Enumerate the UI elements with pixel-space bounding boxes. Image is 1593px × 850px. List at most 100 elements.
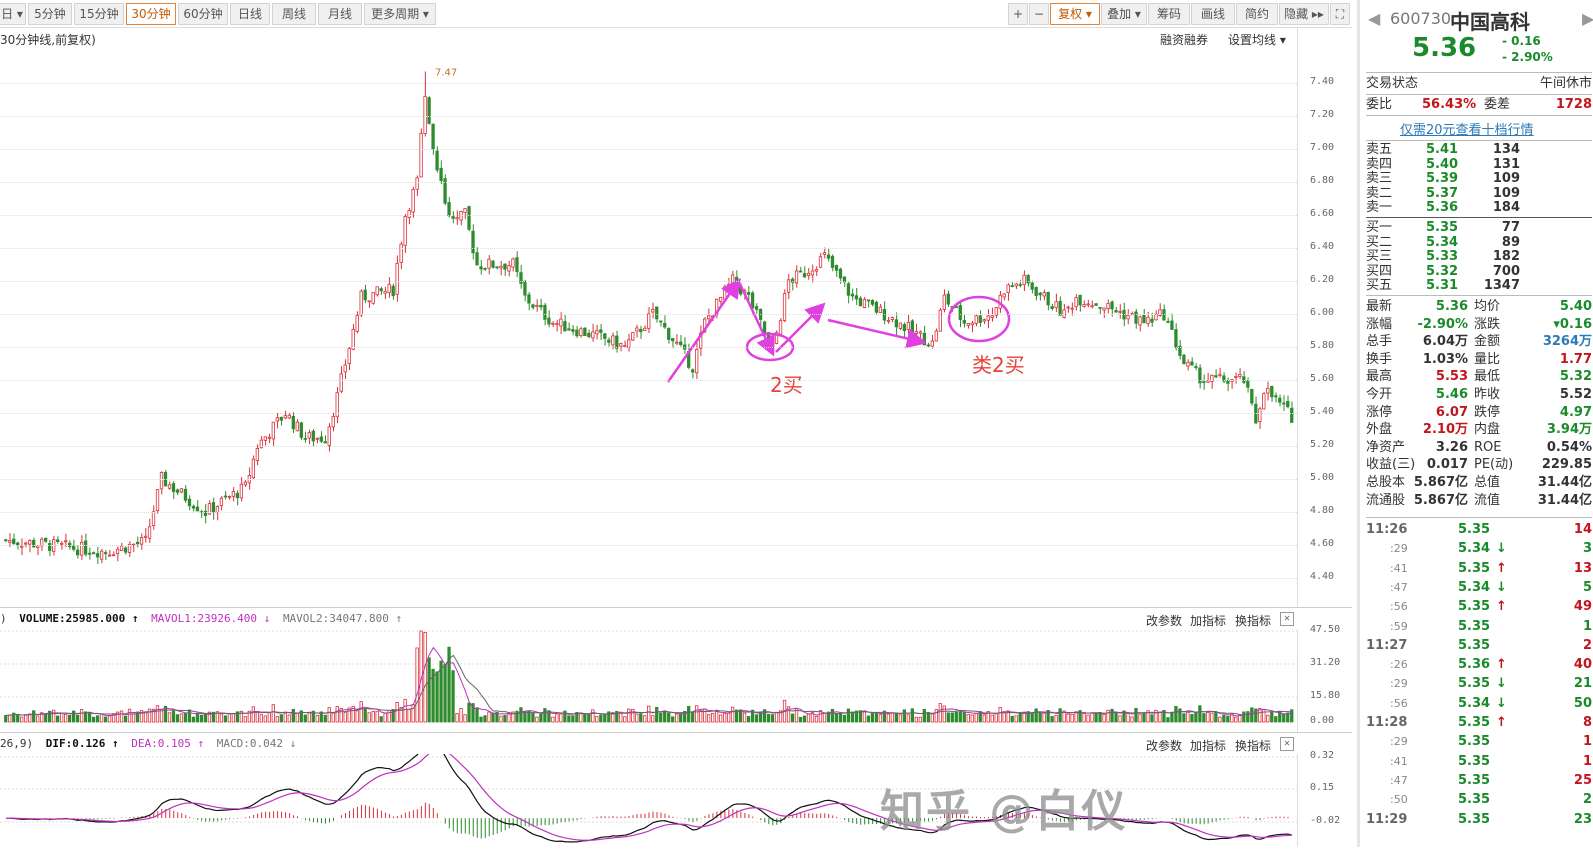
volume-bar — [219, 713, 224, 723]
period-tab-3[interactable]: 30分钟 — [126, 3, 176, 25]
volume-bar — [914, 716, 918, 723]
add-indicator-button[interactable]: 加指标 — [1190, 614, 1227, 628]
upgrade-level2-link[interactable]: 仅需20元查看十档行情 — [1400, 123, 1534, 138]
volume-bar — [423, 632, 427, 723]
tick-direction-icon: ↑ — [1496, 657, 1507, 673]
period-tab-1[interactable]: 5分钟 — [28, 3, 72, 25]
toolbar-button-8[interactable]: ⛶ — [1330, 3, 1350, 25]
toolbar-button-7[interactable]: 隐藏 ▸▸ — [1279, 3, 1329, 25]
volume-bar — [563, 710, 567, 723]
prev-stock-arrow-icon[interactable]: ◀ — [1368, 9, 1381, 28]
bid-volume: 1347 — [1483, 278, 1520, 294]
candle-body — [343, 364, 347, 373]
volume-bar — [1246, 711, 1250, 723]
margin-trading-button[interactable]: 融资融券 — [1160, 33, 1209, 47]
period-tab-2[interactable]: 15分钟 — [74, 3, 124, 25]
price-tick: 6.80 — [1310, 175, 1335, 186]
volume-header: ) VOLUME:25985.000 ↑ MAVOL1:23926.400 ↓ … — [0, 607, 1352, 629]
change-params-button[interactable]: 改参数 — [1146, 614, 1183, 628]
candle-body — [243, 481, 248, 486]
tick-row: :41 5.35 ↑ 13 — [1366, 561, 1592, 576]
chart-title: 30分钟线,前复权) — [0, 33, 96, 47]
stat-value: 3264万 — [1542, 334, 1592, 350]
candle-body — [319, 436, 323, 442]
tick-volume: 8 — [1582, 715, 1592, 730]
price-tick: 5.00 — [1310, 472, 1335, 483]
tick-time: :26 — [1390, 658, 1408, 672]
set-ma-button[interactable]: 设置均线 ▾ — [1228, 33, 1286, 47]
add-indicator-button[interactable]: 加指标 — [1190, 739, 1227, 753]
volume-bar — [579, 712, 583, 723]
close-indicator-button[interactable]: ✕ — [1280, 737, 1294, 751]
volume-bar — [307, 712, 311, 723]
toolbar-button-6[interactable]: 简约 — [1236, 3, 1278, 25]
period-tab-6[interactable]: 周线 — [272, 3, 316, 25]
volume-bar — [95, 715, 100, 723]
change-params-button[interactable]: 改参数 — [1146, 739, 1183, 753]
candle-body — [1138, 316, 1142, 326]
stat-label: 流值 — [1474, 492, 1501, 508]
toolbar-button-2[interactable]: 复权 ▾ — [1050, 3, 1100, 25]
candle-body — [1266, 387, 1270, 394]
candle-body — [1170, 320, 1174, 330]
switch-indicator-button[interactable]: 换指标 — [1235, 739, 1272, 753]
close-indicator-button[interactable]: ✕ — [1280, 612, 1294, 626]
candle-body — [834, 264, 839, 271]
toolbar-button-1[interactable]: − — [1029, 3, 1049, 25]
volume-bar — [711, 712, 715, 723]
volume-bar — [954, 711, 958, 723]
wc-label: 委差 — [1484, 97, 1511, 112]
tick-volume: 50 — [1573, 695, 1592, 711]
candle-body — [299, 422, 303, 438]
candle-body — [1286, 400, 1290, 408]
candle-body — [447, 202, 451, 217]
volume-bar — [615, 710, 619, 723]
price-change-pct: - 2.90% — [1502, 50, 1553, 64]
volume-bar — [842, 714, 847, 723]
toolbar-button-0[interactable]: + — [1008, 3, 1028, 25]
toolbar-button-3[interactable]: 叠加 ▾ — [1101, 3, 1147, 25]
period-tab-7[interactable]: 月线 — [318, 3, 362, 25]
volume-bar — [1066, 713, 1070, 723]
toolbar-button-4[interactable]: 筹码 — [1148, 3, 1190, 25]
candle-body — [327, 426, 331, 446]
volume-bar — [483, 715, 487, 723]
candle-body — [1214, 375, 1218, 378]
tick-time: :41 — [1390, 754, 1408, 768]
volume-bar — [1126, 713, 1130, 723]
candle-body — [667, 328, 671, 340]
price-chart[interactable]: 7.47 2买 类2买 — [0, 50, 1297, 607]
tick-row: 11:26 5.35 14 — [1366, 522, 1592, 537]
volume-bar — [986, 711, 990, 723]
volume-bar — [679, 713, 683, 723]
volume-bar — [1078, 710, 1082, 723]
stat-label: 今开 — [1366, 387, 1393, 402]
period-tab-5[interactable]: 日线 — [230, 3, 270, 25]
volume-bar — [299, 710, 303, 723]
period-tab-4[interactable]: 60分钟 — [178, 3, 228, 25]
candle-body — [123, 547, 128, 553]
candle-body — [87, 552, 92, 555]
toolbar-button-5[interactable]: 画线 — [1191, 3, 1235, 25]
tick-volume: 49 — [1573, 599, 1592, 615]
volume-bar — [746, 716, 751, 723]
volume-bar — [187, 709, 192, 723]
period-tab-8[interactable]: 更多周期 ▾ — [364, 3, 436, 25]
volume-bar — [707, 714, 711, 723]
tick-time: 11:29 — [1366, 811, 1408, 827]
switch-indicator-button[interactable]: 换指标 — [1235, 614, 1272, 628]
volume-bar — [147, 708, 152, 723]
next-stock-arrow-icon[interactable]: ▶ — [1582, 9, 1593, 28]
volume-bar — [64, 713, 68, 723]
volume-bar — [822, 712, 827, 723]
gridline — [0, 314, 1297, 315]
candle-body — [495, 266, 499, 269]
volume-bar — [571, 715, 575, 723]
candle-body — [890, 317, 895, 320]
volume-bar — [1090, 712, 1094, 723]
period-tab-0[interactable]: 日 ▾ — [0, 3, 26, 25]
volume-bar — [83, 711, 88, 723]
candle-body — [115, 548, 120, 554]
candle-body — [806, 272, 811, 277]
volume-bar — [766, 713, 771, 723]
